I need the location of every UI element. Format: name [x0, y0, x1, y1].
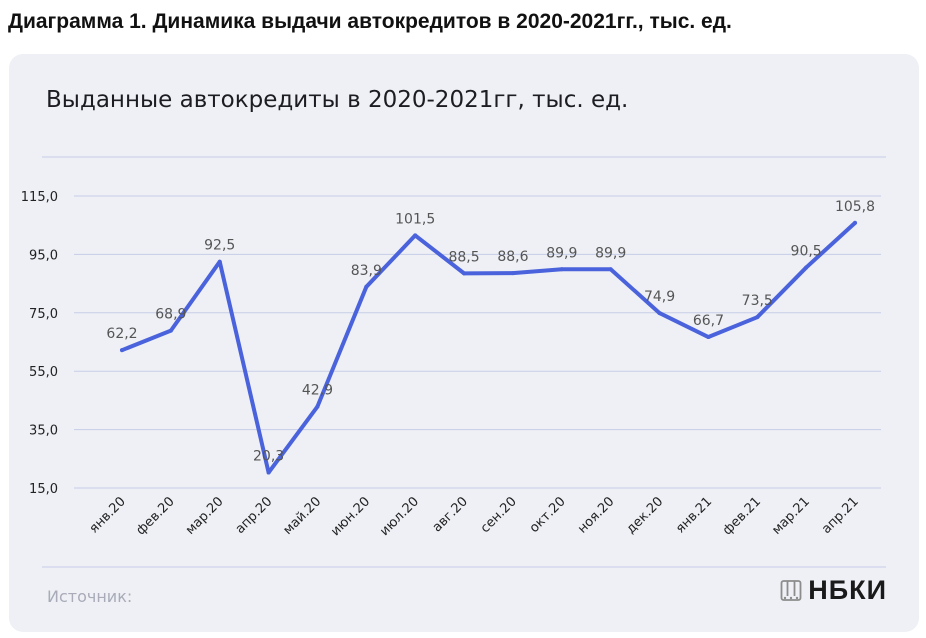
data-label: 83,9: [351, 263, 382, 279]
chart-title: Выданные автокредиты в 2020-2021гг, тыс.…: [46, 87, 629, 113]
y-tick-label: 115,0: [21, 190, 58, 205]
x-tick-label: дек.20: [624, 494, 667, 537]
figure-title: Диаграмма 1. Динамика выдачи автокредито…: [8, 10, 732, 33]
source-label: Источник:: [47, 587, 133, 606]
data-point: [120, 348, 124, 353]
data-point: [266, 470, 271, 475]
x-tick-label: мар.20: [183, 494, 227, 538]
data-point: [706, 335, 711, 340]
data-point: [559, 267, 564, 272]
data-point: [804, 265, 809, 270]
data-label: 92,5: [204, 238, 235, 254]
y-tick-label: 15,0: [29, 482, 58, 497]
data-label: 73,5: [742, 293, 773, 309]
x-tick-label: янв.21: [673, 494, 715, 536]
x-tick-label: апр.20: [233, 494, 276, 537]
data-point: [315, 404, 320, 409]
data-label: 89,9: [595, 245, 626, 261]
x-tick-label: июл.20: [377, 494, 422, 539]
x-tick-label: мар.21: [769, 494, 813, 538]
data-point: [853, 220, 857, 225]
data-point: [755, 315, 760, 320]
data-label: 20,3: [253, 449, 284, 465]
series-line: [120, 220, 857, 475]
data-point: [608, 267, 613, 272]
brand-logo: НБКИ: [780, 575, 887, 606]
data-label: 89,9: [546, 245, 577, 261]
y-tick-label: 55,0: [29, 365, 58, 380]
x-tick-label: май.20: [281, 494, 325, 538]
x-tick-label: апр.21: [819, 494, 862, 537]
data-label: 62,2: [106, 326, 137, 342]
data-point: [413, 233, 418, 238]
data-point: [168, 328, 173, 333]
data-label: 66,7: [693, 313, 724, 329]
x-tick-label: окт.20: [527, 494, 569, 536]
y-tick-label: 75,0: [29, 307, 58, 322]
brand-name: НБКИ: [808, 575, 887, 605]
data-label: 105,8: [835, 199, 875, 215]
data-label: 101,5: [395, 211, 435, 227]
data-label: 88,5: [448, 249, 479, 265]
data-point: [364, 284, 369, 289]
nbki-logo-icon: [780, 579, 802, 601]
data-label: 88,6: [497, 249, 528, 265]
x-tick-label: фев.21: [720, 494, 764, 538]
data-label: 74,9: [644, 289, 675, 305]
x-tick-label: сен.20: [478, 494, 520, 536]
y-tick-label: 95,0: [29, 248, 58, 263]
data-point: [657, 311, 662, 316]
data-label: 42,9: [302, 383, 333, 399]
x-tick-label: янв.20: [87, 494, 129, 536]
x-tick-label: фев.20: [134, 494, 178, 538]
data-label: 68,9: [155, 307, 186, 323]
data-point: [462, 271, 467, 276]
data-label: 90,5: [791, 244, 822, 260]
data-point: [510, 271, 515, 276]
chart-card: Выданные автокредиты в 2020-2021гг, тыс.…: [9, 54, 919, 632]
data-point: [217, 259, 222, 264]
x-tick-label: авг.20: [430, 494, 471, 535]
y-tick-label: 35,0: [29, 424, 58, 439]
x-tick-label: ноя.20: [575, 494, 617, 536]
x-tick-label: июн.20: [328, 494, 373, 539]
